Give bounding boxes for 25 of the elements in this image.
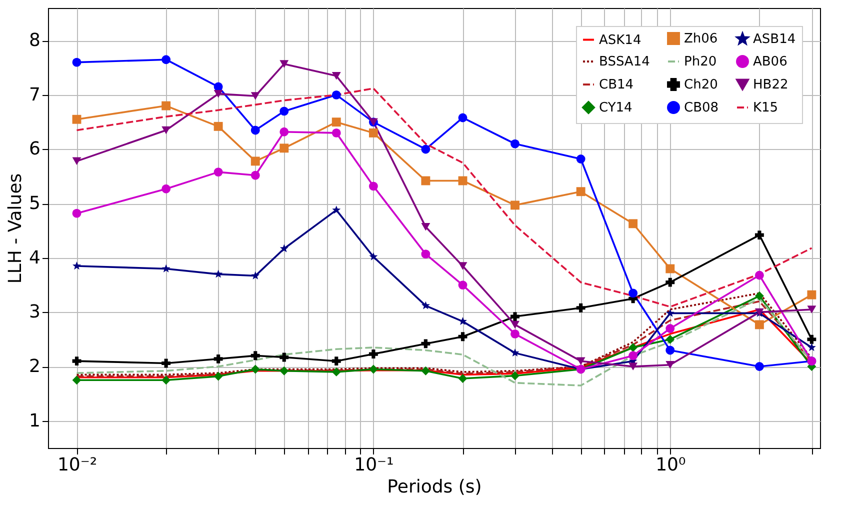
y-axis-title: LLH - Values: [5, 173, 26, 284]
y-tick-label: 3: [29, 302, 40, 323]
y-tick-label: 4: [29, 247, 40, 268]
y-tick-label: 2: [29, 356, 40, 378]
legend-label: CY14: [599, 100, 632, 116]
y-tick-label: 5: [29, 193, 40, 214]
legend-label: CB08: [684, 100, 719, 116]
x-tick-label: 10⁻²: [57, 454, 98, 476]
x-tick-label: 10⁻¹: [354, 454, 394, 476]
legend-label: HB22: [753, 78, 788, 92]
y-tick-label: 8: [29, 30, 40, 52]
legend-label: BSSA14: [599, 54, 650, 70]
legend-label: K15: [753, 100, 778, 116]
y-tick-label: 1: [29, 410, 40, 432]
legend-label: ASK14: [599, 32, 642, 48]
x-axis-title: Periods (s): [387, 476, 482, 498]
legend-label: Ch20: [684, 78, 718, 92]
legend-label: Zh06: [684, 32, 718, 47]
legend-label: AB06: [753, 54, 788, 70]
legend-label: CB14: [599, 78, 634, 92]
legend-label: Ph20: [684, 54, 717, 70]
y-tick-label: 6: [29, 138, 40, 160]
y-tick-label: 7: [29, 84, 40, 106]
x-tick-label: 10⁰: [656, 454, 686, 476]
legend-label: ASB14: [753, 32, 796, 48]
